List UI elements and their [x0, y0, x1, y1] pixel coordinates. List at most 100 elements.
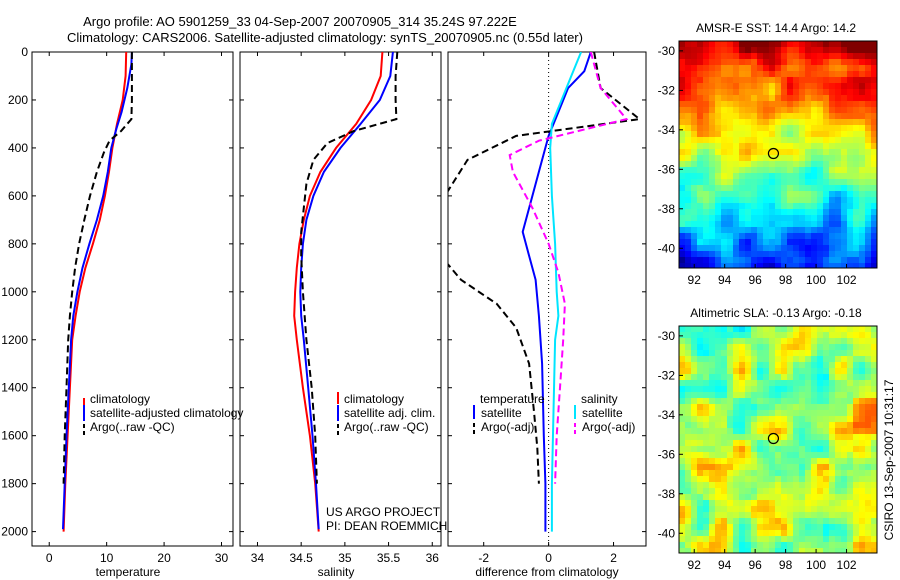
- sst-map-cell: [823, 71, 829, 77]
- sst-map-cell: [793, 59, 799, 65]
- sst-map-cell: [781, 263, 787, 268]
- sst-map-cell: [691, 203, 697, 209]
- sst-map-cell: [757, 209, 763, 215]
- sla-map-cell: [745, 428, 751, 434]
- sla-map-cell: [763, 482, 769, 488]
- sla-map-cell: [793, 362, 799, 368]
- sla-map-cell: [811, 410, 817, 416]
- sst-map-cell: [805, 239, 811, 245]
- sla-map-cell: [703, 470, 709, 476]
- sst-map-cell: [781, 125, 787, 131]
- sla-map-cell: [691, 542, 697, 548]
- sla-map-cell: [721, 458, 727, 464]
- sla-map-cell: [793, 482, 799, 488]
- sst-map-cell: [733, 65, 739, 71]
- sla-map-cell: [853, 326, 859, 332]
- sla-map-cell: [835, 404, 841, 410]
- sla-map-cell: [727, 464, 733, 470]
- sla-map-cell: [697, 404, 703, 410]
- sst-map-cell: [829, 59, 835, 65]
- sla-map-cell: [829, 428, 835, 434]
- sst-map-cell: [697, 107, 703, 113]
- sla-map-cell: [739, 548, 745, 553]
- sla-map-cell: [733, 422, 739, 428]
- sst-map-cell: [829, 101, 835, 107]
- sst-map-cell: [727, 203, 733, 209]
- sst-map-cell: [727, 149, 733, 155]
- sst-map-cell: [745, 125, 751, 131]
- sla-map-cell: [751, 548, 757, 553]
- sla-map-cell: [841, 338, 847, 344]
- sst-map-cell: [763, 185, 769, 191]
- sst-map-cell: [871, 41, 877, 47]
- sst-map-cell: [715, 113, 721, 119]
- sla-map-cell: [703, 506, 709, 512]
- sla-map-cell: [739, 356, 745, 362]
- sla-map-cell: [793, 512, 799, 518]
- sst-map-cell: [739, 167, 745, 173]
- sst-map-cell: [757, 251, 763, 257]
- sst-map-cell: [853, 191, 859, 197]
- sla-map-cell: [727, 410, 733, 416]
- sla-map-cell: [715, 542, 721, 548]
- sst-map-cell: [769, 227, 775, 233]
- sst-map-cell: [763, 95, 769, 101]
- sst-map-cell: [763, 89, 769, 95]
- sst-map-cell: [745, 119, 751, 125]
- sla-map-cell: [703, 548, 709, 553]
- sla-map-cell: [811, 344, 817, 350]
- sst-map-cell: [817, 107, 823, 113]
- sla-map-cell: [691, 434, 697, 440]
- sla-map-cell: [871, 476, 877, 482]
- sst-map-cell: [793, 257, 799, 263]
- sla-map-cell: [865, 476, 871, 482]
- sla-map-cell: [781, 518, 787, 524]
- sst-map-cell: [823, 89, 829, 95]
- sst-map-cell: [691, 65, 697, 71]
- sst-map-cell: [841, 149, 847, 155]
- sst-map-cell: [829, 203, 835, 209]
- sst-map-cell: [763, 203, 769, 209]
- sla-map-cell: [751, 356, 757, 362]
- sst-map-cell: [787, 185, 793, 191]
- sst-map-cell: [841, 119, 847, 125]
- sst-map-cell: [733, 257, 739, 263]
- sst-map-cell: [715, 221, 721, 227]
- sst-map-cell: [847, 137, 853, 143]
- sst-map-cell: [859, 203, 865, 209]
- sst-map-cell: [745, 83, 751, 89]
- sst-map-cell: [703, 41, 709, 47]
- sst-map-cell: [679, 95, 685, 101]
- sla-map-cell: [769, 524, 775, 530]
- sla-map-cell: [835, 380, 841, 386]
- sla-map-cell: [841, 446, 847, 452]
- sst-map-cell: [811, 179, 817, 185]
- sst-map-cell: [865, 65, 871, 71]
- sla-map-cell: [871, 404, 877, 410]
- sla-map-cell: [871, 488, 877, 494]
- sla-map-cell: [733, 416, 739, 422]
- sst-map-cell: [679, 179, 685, 185]
- sst-map-cell: [793, 161, 799, 167]
- sst-map-cell: [763, 245, 769, 251]
- sla-map-cell: [691, 482, 697, 488]
- sst-map-cell: [865, 143, 871, 149]
- sst-map-cell: [769, 215, 775, 221]
- sla-map-cell: [847, 506, 853, 512]
- sst-map-cell: [727, 131, 733, 137]
- sst-map-cell: [739, 179, 745, 185]
- sla-map-cell: [697, 458, 703, 464]
- sst-map-cell: [757, 137, 763, 143]
- sst-map-cell: [811, 137, 817, 143]
- sst-map-cell: [781, 107, 787, 113]
- sla-map-cell: [697, 422, 703, 428]
- sst-map-cell: [835, 227, 841, 233]
- sla-map-cell: [817, 380, 823, 386]
- sla-map-ytick-label: -38: [658, 487, 676, 501]
- sst-map-cell: [745, 215, 751, 221]
- sla-map-cell: [835, 386, 841, 392]
- sst-map-cell: [733, 143, 739, 149]
- sst-map-cell: [841, 53, 847, 59]
- salinity-legend: climatology satellite adj. clim. Argo(..…: [337, 392, 435, 436]
- sla-map-cell: [799, 452, 805, 458]
